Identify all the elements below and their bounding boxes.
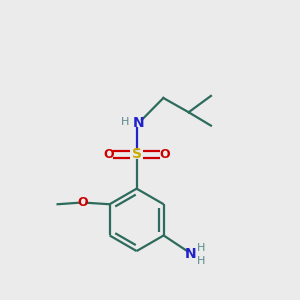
Text: O: O <box>160 148 170 161</box>
Text: O: O <box>103 148 114 161</box>
Text: N: N <box>184 247 196 261</box>
Text: S: S <box>132 148 142 161</box>
Text: H: H <box>121 117 130 127</box>
Text: O: O <box>77 196 88 209</box>
Text: H: H <box>196 256 205 266</box>
Text: N: N <box>133 116 145 130</box>
Text: H: H <box>196 243 205 253</box>
